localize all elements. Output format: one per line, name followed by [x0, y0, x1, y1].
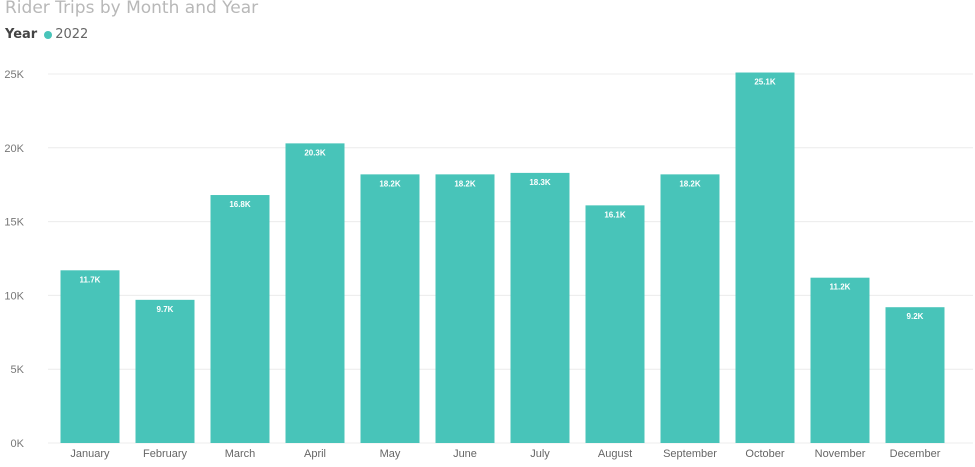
y-tick-label: 20K — [4, 143, 24, 155]
x-tick-label: August — [598, 448, 632, 460]
bar-january[interactable] — [60, 270, 120, 443]
bar-august[interactable] — [585, 205, 645, 443]
x-tick-label: July — [530, 448, 550, 460]
x-axis: January February March April May June July Augu… — [70, 448, 940, 460]
legend-swatch — [44, 30, 53, 39]
bar-october[interactable] — [735, 72, 795, 444]
y-tick-label: 0K — [11, 438, 25, 450]
bar-may[interactable] — [360, 174, 420, 444]
bar-february[interactable] — [135, 299, 195, 443]
data-label: 11.2K — [830, 283, 851, 292]
x-tick-label: March — [225, 448, 256, 460]
data-label: 16.1K — [604, 210, 626, 219]
x-tick-label: April — [304, 448, 326, 460]
x-tick-label: November — [815, 448, 866, 460]
x-tick-label: October — [745, 448, 784, 460]
legend-label-2022[interactable]: 2022 — [55, 27, 89, 42]
y-tick-label: 10K — [4, 290, 24, 302]
bar-june[interactable] — [435, 174, 495, 444]
bars: 11.7K 9.7K 16.8K 20.3K 18.2K 18.2K 18.3K 16.1K 1… — [60, 72, 945, 444]
data-label: 16.8K — [229, 200, 251, 209]
data-label: 18.2K — [454, 179, 476, 188]
y-axis: 0K 5K 10K 15K 20K 25K — [4, 69, 24, 450]
y-tick-label: 25K — [4, 69, 24, 81]
bar-september[interactable] — [660, 174, 720, 444]
bar-april[interactable] — [285, 143, 345, 443]
x-tick-label: June — [453, 448, 477, 460]
data-label: 18.2K — [379, 179, 401, 188]
bar-december[interactable] — [885, 307, 945, 443]
x-tick-label: May — [380, 448, 401, 460]
x-tick-label: December — [890, 448, 941, 460]
data-label: 25.1K — [754, 78, 776, 87]
bar-november[interactable] — [810, 277, 870, 443]
bar-march[interactable] — [210, 195, 270, 443]
data-label: 18.3K — [529, 178, 551, 187]
x-tick-label: September — [663, 448, 717, 460]
data-label: 18.2K — [679, 179, 701, 188]
legend: Year 2022 — [5, 27, 88, 42]
bar-july[interactable] — [510, 172, 570, 443]
data-label: 20.3K — [304, 148, 326, 157]
data-label: 9.2K — [907, 312, 924, 321]
data-label: 11.7K — [80, 275, 101, 284]
legend-title: Year — [5, 27, 38, 42]
chart-title: Rider Trips by Month and Year — [5, 0, 259, 18]
x-tick-label: January — [70, 448, 110, 460]
data-label: 9.7K — [157, 305, 174, 314]
y-tick-label: 5K — [11, 364, 25, 376]
x-tick-label: February — [143, 448, 188, 460]
y-tick-label: 15K — [4, 217, 24, 229]
